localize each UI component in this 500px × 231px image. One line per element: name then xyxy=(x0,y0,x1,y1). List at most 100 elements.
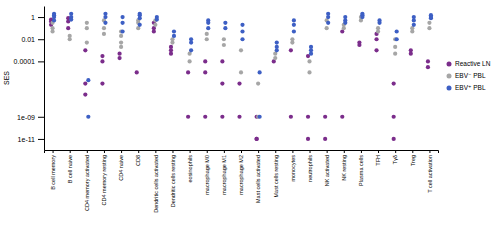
point xyxy=(169,52,173,56)
x-tick: CD4 memory activated xyxy=(84,150,90,211)
point xyxy=(343,21,347,25)
x-tick: Treg xyxy=(410,150,416,166)
point xyxy=(290,40,294,44)
point xyxy=(395,37,399,41)
point xyxy=(52,18,56,22)
legend-label: EBV⁺ PBL xyxy=(455,84,486,91)
point xyxy=(409,52,413,56)
point xyxy=(205,37,209,41)
x-tick-label: T cell activation xyxy=(427,155,433,193)
point xyxy=(120,29,124,33)
point xyxy=(360,15,364,19)
point xyxy=(186,115,190,119)
x-tick: eosinophils xyxy=(187,150,193,183)
y-axis-title: SES xyxy=(3,71,10,85)
point xyxy=(392,137,396,141)
point xyxy=(223,26,227,30)
x-tick-mark xyxy=(378,150,379,153)
point xyxy=(119,45,123,49)
point xyxy=(326,21,330,25)
x-tick-mark xyxy=(310,150,311,153)
points xyxy=(49,12,433,141)
point xyxy=(427,21,431,25)
point xyxy=(155,17,159,21)
point xyxy=(103,15,107,19)
x-tick-mark xyxy=(412,150,413,153)
chart: 1e-111e-090.00010.011B cell memoryB cell… xyxy=(0,0,500,231)
point xyxy=(374,48,378,52)
point xyxy=(374,37,378,41)
point xyxy=(392,115,396,119)
point xyxy=(393,45,397,49)
point xyxy=(427,26,431,30)
point xyxy=(83,93,87,97)
point xyxy=(152,29,156,33)
x-tick-label: CD4 memory activated xyxy=(84,155,90,211)
point xyxy=(66,26,70,30)
point xyxy=(256,81,260,85)
point xyxy=(239,48,243,52)
point xyxy=(392,81,396,85)
point xyxy=(100,54,104,58)
y-axis-line xyxy=(44,7,45,151)
point xyxy=(237,81,241,85)
point xyxy=(85,40,89,44)
y-tick: 0.01 xyxy=(21,36,44,43)
x-tick-label: Plasma cells xyxy=(358,155,364,186)
point xyxy=(100,81,104,85)
x-axis: B cell memory B cell naive CD4 memory acti… xyxy=(45,150,439,213)
x-tick-label: Mast cells activated xyxy=(255,155,261,203)
point xyxy=(203,59,207,63)
x-tick-mark xyxy=(155,150,156,153)
x-tick-mark xyxy=(344,150,345,153)
legend-label: EBV⁻ PBL xyxy=(455,72,486,79)
x-tick: Mast cells activated xyxy=(255,150,261,203)
point xyxy=(102,26,106,30)
point xyxy=(240,29,244,33)
point xyxy=(102,32,106,36)
x-tick-label: B cell memory xyxy=(50,155,56,190)
point xyxy=(275,48,279,52)
legend-item: EBV⁺ PBL xyxy=(447,84,486,91)
x-tick-label: CD4 naive xyxy=(118,155,124,181)
x-tick: neutrophils xyxy=(307,150,313,182)
point xyxy=(206,26,210,30)
y-tick-label: 1 xyxy=(31,14,35,21)
y-tick-mark xyxy=(38,139,44,140)
x-tick-label: Mast cells resting xyxy=(273,155,279,198)
point xyxy=(289,48,293,52)
legend-item: Reactive LN xyxy=(447,60,491,67)
point xyxy=(100,59,104,63)
x-tick: B cell naive xyxy=(67,150,73,183)
y-tick: 1 xyxy=(31,14,44,21)
point xyxy=(426,65,430,69)
x-tick-label: CD8 xyxy=(135,155,141,166)
point xyxy=(188,59,192,63)
x-tick: Dendritic cells activated xyxy=(153,150,159,213)
point xyxy=(306,115,310,119)
x-tick-label: Tγδ xyxy=(392,155,398,164)
point xyxy=(206,21,210,25)
point xyxy=(220,115,224,119)
x-tick-label: NK resting xyxy=(341,155,347,181)
point xyxy=(86,78,90,82)
point xyxy=(189,40,193,44)
y-tick-label: 0.0001 xyxy=(14,58,36,65)
y-tick-mark xyxy=(38,17,44,18)
point xyxy=(340,115,344,119)
point xyxy=(273,56,277,60)
point xyxy=(237,115,241,119)
x-tick: monocytes xyxy=(290,150,296,182)
x-tick: Plasma cells xyxy=(358,150,364,186)
x-axis-line xyxy=(45,151,439,154)
x-tick: NK resting xyxy=(341,150,347,181)
point xyxy=(412,18,416,22)
x-tick-label: macrophage M1 xyxy=(221,155,227,195)
legend-label: Reactive LN xyxy=(455,60,491,67)
point xyxy=(309,52,313,56)
x-tick-mark xyxy=(292,150,293,153)
series xyxy=(50,15,431,119)
point xyxy=(117,52,121,56)
point xyxy=(240,37,244,41)
x-tick-label: macrophage M2 xyxy=(238,155,244,195)
